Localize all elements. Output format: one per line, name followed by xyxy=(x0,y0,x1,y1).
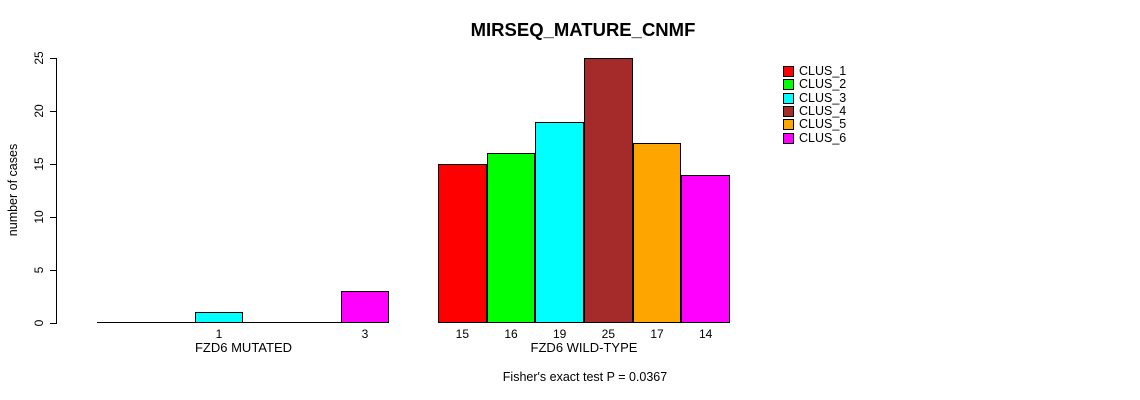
chart-title: MIRSEQ_MATURE_CNMF xyxy=(470,19,696,40)
legend-swatch-clus_1 xyxy=(783,66,794,78)
bar-clus_4-fzd6-mutated-zero xyxy=(243,322,292,323)
bar-value-label: 25 xyxy=(601,327,616,341)
bar-clus_6-fzd6-mutated xyxy=(340,291,390,323)
y-tick-label: 0 xyxy=(32,319,46,327)
y-axis-line xyxy=(56,58,57,324)
legend-swatch-clus_5 xyxy=(783,119,794,131)
bar-clus_5-fzd6-mutated-zero xyxy=(291,322,341,323)
x-group-label-fzd6-wild-type: FZD6 WILD-TYPE xyxy=(530,340,638,355)
legend-item-clus_6: CLUS_6 xyxy=(783,130,847,145)
bar-value-label: 16 xyxy=(504,327,518,341)
legend-swatch-clus_4 xyxy=(783,106,794,118)
bar-clus_4-fzd6-wild-type xyxy=(584,58,633,323)
y-tick-mark xyxy=(50,217,56,218)
bar-clus_3-fzd6-mutated xyxy=(194,312,244,323)
legend: CLUS_1 CLUS_2 CLUS_3 CLUS_4 CLUS_5 CLUS_6 xyxy=(783,65,846,145)
legend-label: CLUS_1 xyxy=(799,64,847,79)
legend-label: CLUS_3 xyxy=(799,90,847,105)
y-tick-label: 25 xyxy=(32,51,46,65)
legend-item-clus_1: CLUS_1 xyxy=(783,65,846,78)
legend-item-clus_2: CLUS_2 xyxy=(783,78,846,91)
bar-clus_6-fzd6-wild-type xyxy=(681,174,730,323)
y-tick-label: 20 xyxy=(32,104,46,118)
bar-value-label: 15 xyxy=(455,327,470,341)
legend-swatch-clus_3 xyxy=(783,92,794,104)
bar-value-label: 19 xyxy=(552,327,567,341)
y-tick-mark xyxy=(50,323,56,324)
legend-swatch-clus_2 xyxy=(783,79,794,91)
legend-item-clus_5: CLUS_5 xyxy=(783,118,846,131)
bar-clus_2-fzd6-mutated-zero xyxy=(145,322,195,323)
legend-label: CLUS_6 xyxy=(799,130,847,145)
bar-clus_1-fzd6-mutated-zero xyxy=(97,322,146,323)
legend-item-clus_3: CLUS_3 xyxy=(783,90,847,105)
bar-value-label: 1 xyxy=(215,327,223,341)
legend-swatch-clus_6 xyxy=(783,132,794,144)
legend-label: CLUS_4 xyxy=(799,104,847,119)
y-tick-mark xyxy=(50,111,56,112)
y-axis-label: number of cases xyxy=(6,143,20,237)
bar-value-label: 3 xyxy=(361,327,369,341)
y-tick-mark xyxy=(50,58,56,59)
bar-clus_2-fzd6-wild-type xyxy=(486,153,536,323)
x-group-label-fzd6-mutated: FZD6 MUTATED xyxy=(194,340,293,355)
legend-label: CLUS_2 xyxy=(799,77,847,92)
bar-clus_1-fzd6-wild-type xyxy=(438,164,487,323)
bar-value-label: 14 xyxy=(698,327,713,341)
y-tick-label: 5 xyxy=(32,266,46,274)
fisher-test-caption: Fisher's exact test P = 0.0367 xyxy=(502,370,668,384)
y-tick-label: 10 xyxy=(32,210,46,224)
y-tick-label: 15 xyxy=(32,157,46,171)
legend-item-clus_4: CLUS_4 xyxy=(783,105,846,118)
bar-clus_5-fzd6-wild-type xyxy=(632,142,682,323)
y-tick-mark xyxy=(50,270,56,271)
bar-value-label: 17 xyxy=(650,327,664,341)
y-tick-mark xyxy=(50,164,56,165)
bar-clus_3-fzd6-wild-type xyxy=(535,121,584,323)
legend-label: CLUS_5 xyxy=(799,117,847,132)
